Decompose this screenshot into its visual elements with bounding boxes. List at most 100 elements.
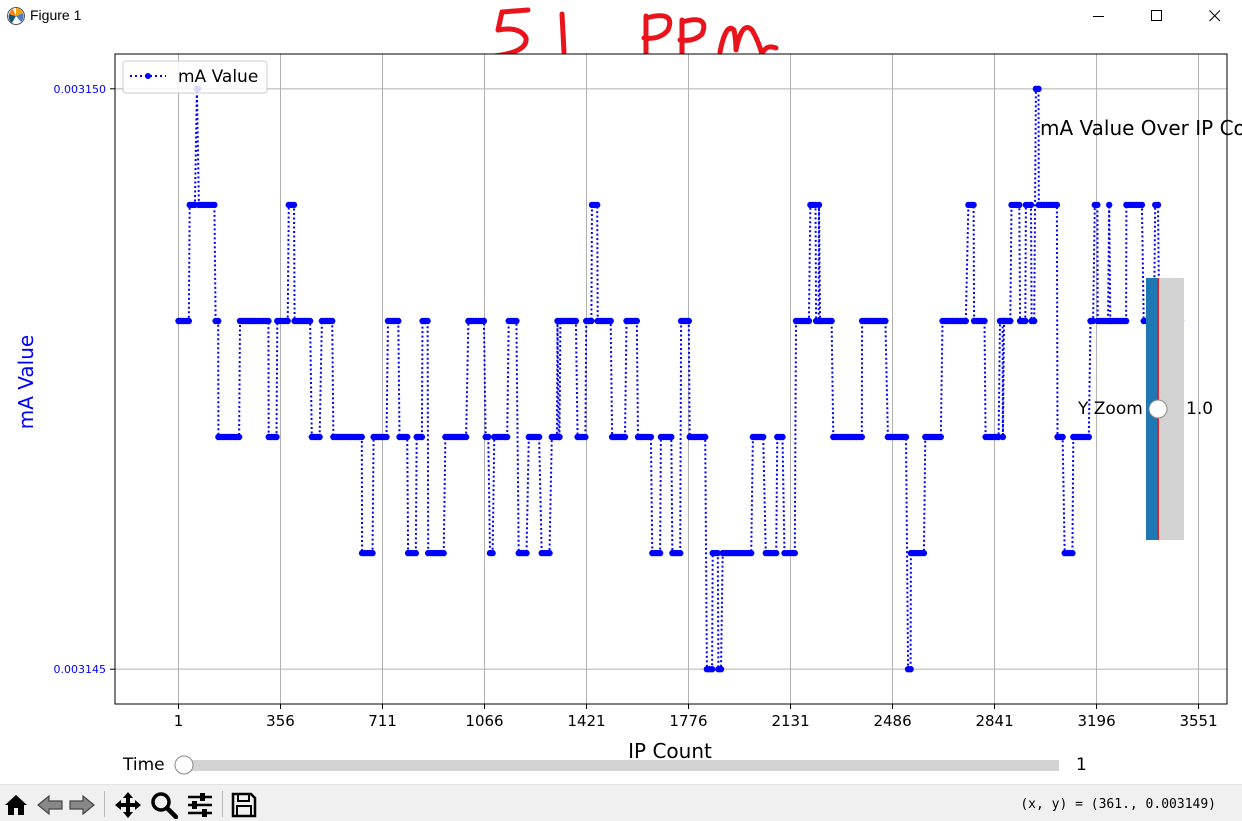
data-point [805,317,813,325]
data-point [546,549,553,557]
pan-button[interactable] [112,791,144,819]
data-point [383,433,390,441]
data-point [273,433,280,441]
yzoom-value: 1.0 [1186,399,1213,419]
data-point [1069,549,1076,557]
y-tick-label: 0.003145 [54,663,107,676]
close-icon [1209,10,1221,22]
data-point [211,201,218,209]
chart-title: mA Value Over IP Co [1040,116,1242,140]
time-slider[interactable]: Time 1 [122,755,1087,775]
y-axis-ticks: 0.003145 0.003150 [54,83,115,676]
data-point [1027,201,1035,209]
data-point [685,317,692,325]
data-point [607,317,614,325]
x-tick-label: 711 [368,712,397,730]
forward-button[interactable] [66,791,98,819]
data-point [937,433,944,441]
data-point [424,317,431,325]
data-point [404,433,411,441]
data-point [485,433,492,441]
data-point [185,317,192,325]
data-point [329,317,336,325]
back-button[interactable] [34,791,66,819]
time-label: Time [122,755,165,775]
configure-icon [188,793,212,817]
data-point [535,433,543,441]
x-tick-label: 2131 [771,712,809,730]
data-point [395,317,402,325]
save-icon [231,792,257,818]
data-point [489,549,496,557]
data-point [290,201,298,209]
data-point [480,317,488,325]
home-icon [5,795,27,815]
data-point [594,201,601,209]
data-point [714,549,721,557]
data-point [1122,317,1130,325]
save-button[interactable] [228,791,260,819]
data-point [999,433,1007,441]
toolbar-separator [222,791,223,817]
data-point [791,549,798,557]
data-point [1106,201,1113,209]
data-point [369,549,376,557]
data-point [306,317,314,325]
data-point [523,549,530,557]
forward-icon [69,794,95,816]
data-point [1059,433,1066,441]
legend: mA Value [122,60,268,94]
yzoom-label: Y Zoom [1077,399,1143,419]
data-point [582,433,589,441]
legend-label: mA Value [178,67,258,87]
data-point [708,666,716,673]
data-point [440,549,447,557]
coordinate-readout: (x, y) = (361., 0.003149) [1020,797,1216,812]
data-point [1035,85,1042,92]
home-button[interactable] [0,791,32,819]
data-point [970,201,977,209]
x-tick-label: 1421 [567,712,605,730]
zoom-icon [151,792,178,819]
data-point [1085,433,1093,441]
data-point [815,201,823,209]
y-tick-label: 0.003150 [54,83,107,96]
yzoom-handle[interactable] [1148,399,1168,419]
data-point [828,317,835,325]
close-button[interactable] [1192,0,1238,32]
data-point [1154,201,1162,209]
configure-button[interactable] [184,791,216,819]
legend-point-marker [145,73,151,79]
data-point [760,433,767,441]
x-axis-ticks: 1 356 711 1066 1421 1776 2131 2486 2841 3196 3551 [174,704,1218,730]
data-point [633,317,640,325]
data-point [462,433,470,441]
x-tick-label: 3551 [1179,712,1217,730]
zoom-button[interactable] [148,791,180,819]
time-handle[interactable] [174,755,194,775]
data-point [358,433,365,441]
x-tick-label: 356 [266,712,295,730]
maximize-button[interactable] [1134,0,1180,32]
plot-canvas[interactable]: 1 356 711 1066 1421 1776 2131 2486 2841 3196 3551 … [0,34,1242,784]
data-point [1053,201,1061,209]
data-point [702,433,709,441]
data-point [779,433,786,441]
x-tick-label: 1 [174,712,184,730]
minimize-button[interactable] [1076,0,1122,32]
pan-icon [115,792,141,818]
data-point [882,317,889,325]
time-value: 1 [1076,755,1087,775]
data-point [1007,317,1014,325]
data-point [316,433,323,441]
yzoom-slider[interactable]: Y Zoom 1.0 [1077,278,1213,540]
time-track[interactable] [184,760,1059,771]
x-tick-label: 2841 [975,712,1013,730]
figure-canvas[interactable]: 1 356 711 1066 1421 1776 2131 2486 2841 3196 3551 … [0,34,1242,784]
data-point [418,433,426,441]
data-point [1031,317,1038,325]
data-point [907,666,914,673]
data-point [215,317,222,325]
data-point [1016,201,1023,209]
data-point [748,549,755,557]
